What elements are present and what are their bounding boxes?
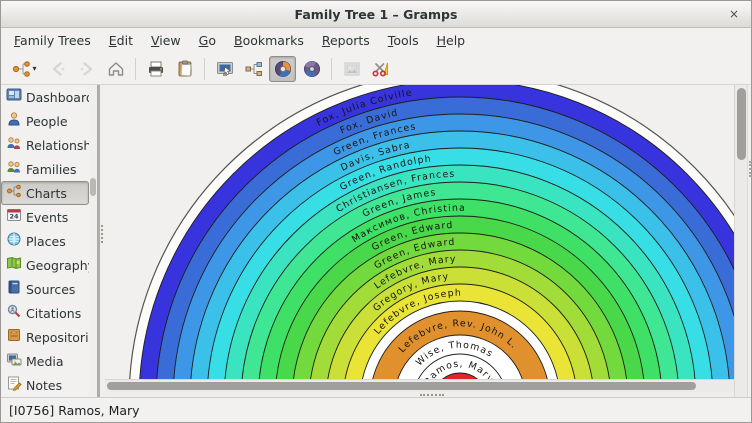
sidebar-item-dashboard[interactable]: Dashboard [1,85,89,109]
menu-go[interactable]: Go [190,30,225,51]
configure-view-icon [215,59,235,79]
print-icon [146,59,166,79]
export-image-icon [342,59,362,79]
menu-family-trees[interactable]: Family Trees [5,30,100,51]
back-icon [48,59,68,79]
citations-icon [6,303,26,323]
gramps-window: Family Tree 1 – Gramps × Family TreesEdi… [0,0,752,423]
sidebar-item-media[interactable]: Media [1,349,89,373]
titlebar[interactable]: Family Tree 1 – Gramps × [1,1,751,28]
sidebar-item-label: Media [26,354,64,369]
person-tree-icon [11,59,31,79]
sidebar-item-label: Citations [26,306,81,321]
main-area: Dashboard People Relationships Families Char… [1,85,751,397]
menu-edit[interactable]: Edit [100,30,142,51]
fanchart-icon [273,59,293,79]
menu-bookmarks[interactable]: Bookmarks [225,30,313,51]
sidebar-item-relationships[interactable]: Relationships [1,133,89,157]
toolbar-separator [135,58,136,80]
notes-icon [6,375,26,395]
sidebar-scrollbar-thumb[interactable] [90,178,96,196]
cut-button[interactable] [367,56,394,82]
sidebar-item-label: Dashboard [26,90,94,105]
configure-view-button[interactable] [211,56,238,82]
vertical-scrollbar-thumb[interactable] [737,88,746,160]
relationships-icon [6,135,26,155]
pedigree-icon [244,59,264,79]
fanchart2-icon [302,59,322,79]
sidebar-item-label: Events [26,210,68,225]
fanchart2-view-button[interactable] [298,56,325,82]
charts-icon [6,183,26,203]
toolbar-separator [331,58,332,80]
menu-tools[interactable]: Tools [379,30,428,51]
window-title: Family Tree 1 – Gramps [295,7,458,22]
sources-icon [6,279,26,299]
sidebar-item-label: Notes [26,378,62,393]
menu-reports[interactable]: Reports [313,30,379,51]
clipboard-button[interactable] [171,56,198,82]
toolbar-separator [204,58,205,80]
horizontal-scrollbar[interactable] [105,379,734,392]
scrollbar-corner [735,379,747,397]
sidebar-item-label: People [26,114,68,129]
sidebar-scrollbar[interactable] [89,85,97,397]
home-icon [106,59,126,79]
sidebar-item-charts[interactable]: Charts [1,181,89,205]
sidebar-item-places[interactable]: Places [1,229,89,253]
sidebar-item-events[interactable]: 24 Events [1,205,89,229]
back-button [44,56,71,82]
home-button[interactable] [102,56,129,82]
places-icon [6,231,26,251]
forward-icon [77,59,97,79]
splitter-grip-icon [420,394,444,396]
clipboard-icon [175,59,195,79]
splitter-grip-icon [101,225,103,243]
export-view-button [338,56,365,82]
sidebar-item-label: Geography [26,258,95,273]
sidebar-item-repositories[interactable]: Repositories [1,325,89,349]
sidebar-item-label: Sources [26,282,75,297]
print-button[interactable] [142,56,169,82]
chevron-down-icon: ▾ [32,64,36,73]
sidebar-item-people[interactable]: People [1,109,89,133]
sidebar-item-sources[interactable]: Sources [1,277,89,301]
events-icon: 24 [6,207,26,227]
bottombar-splitter[interactable] [105,392,734,397]
sidebar-item-families[interactable]: Families [1,157,89,181]
sidebar-splitter[interactable] [97,85,105,397]
menu-view[interactable]: View [142,30,190,51]
menubar: Family TreesEditViewGoBookmarksReportsTo… [1,28,751,53]
sidebar-item-label: Charts [26,186,67,201]
category-sidebar: Dashboard People Relationships Families Char… [1,85,89,397]
sidebar-right-splitter[interactable] [747,85,751,397]
active-person-button[interactable]: ▾ [6,56,42,82]
menu-help[interactable]: Help [428,30,475,51]
active-person-status: [I0756] Ramos, Mary [9,403,140,418]
sidebar-item-label: Places [26,234,66,249]
geography-icon [6,255,26,275]
sidebar-item-geography[interactable]: Geography [1,253,89,277]
media-icon [6,351,26,371]
repositories-icon [6,327,26,347]
vertical-scrollbar[interactable] [734,85,747,397]
close-button[interactable]: × [729,6,739,22]
sidebar-item-citations[interactable]: Citations [1,301,89,325]
families-icon [6,159,26,179]
pedigree-view-button[interactable] [240,56,267,82]
splitter-grip-icon [749,161,751,177]
scissors-icon [371,59,391,79]
horizontal-scrollbar-thumb[interactable] [107,382,696,390]
sidebar-item-notes[interactable]: Notes [1,373,89,397]
svg-text:24: 24 [9,213,19,221]
statusbar: [I0756] Ramos, Mary [1,397,751,422]
fanchart-view-button[interactable] [269,56,296,82]
toolbar: ▾ [1,53,751,85]
fanchart-canvas[interactable]: Ramos, MaryWise, ThomasLefebvre, Rev. Jo… [105,85,734,379]
sidebar-item-label: Families [26,162,77,177]
fanchart-view: Ramos, MaryWise, ThomasLefebvre, Rev. Jo… [105,85,734,397]
dashboard-icon [6,87,26,107]
people-icon [6,111,26,131]
forward-button [73,56,100,82]
